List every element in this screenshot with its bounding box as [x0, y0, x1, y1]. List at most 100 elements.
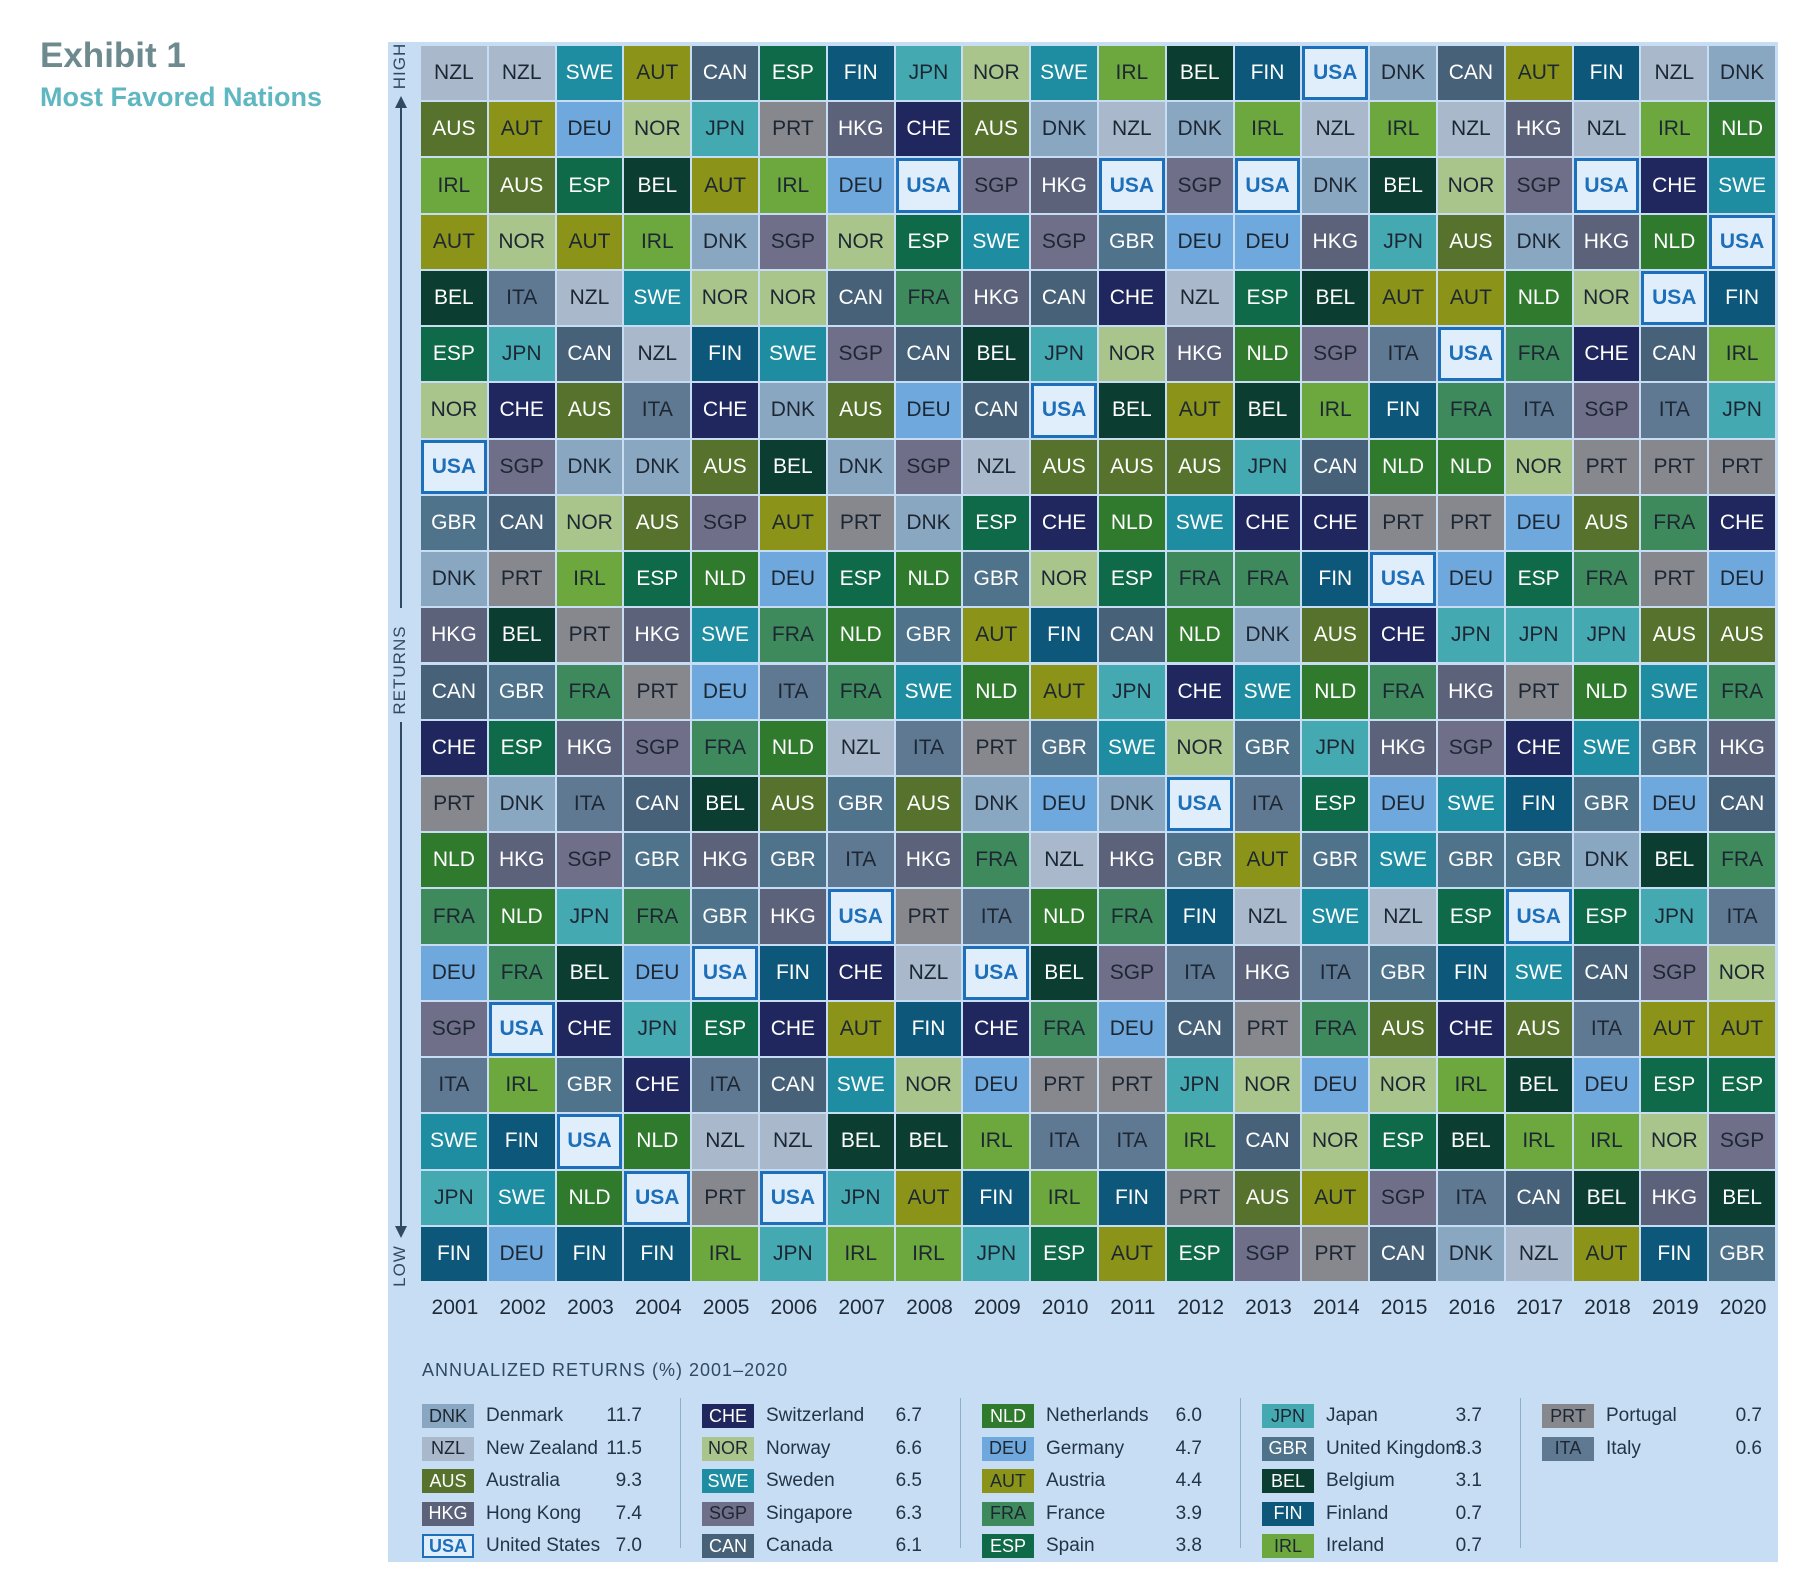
legend-item-nor: NOR Norway 6.6: [702, 1436, 1032, 1461]
rank-cell-2004-10: ESP: [624, 552, 693, 609]
legend-swatch: BEL: [1262, 1469, 1314, 1493]
rank-cell-2003-4: AUT: [556, 214, 625, 271]
rank-cell-2007-22: IRL: [827, 1226, 896, 1283]
rank-cell-2008-22: IRL: [895, 1226, 964, 1283]
rank-cell-2004-21: USA: [624, 1170, 693, 1227]
legend-item-aut: AUT Austria 4.4: [982, 1469, 1312, 1493]
rank-cell-2015-5: AUT: [1370, 270, 1438, 328]
year-tick-2011: 2011: [1110, 1296, 1156, 1319]
rank-cell-2010-17: BEL: [1031, 945, 1099, 1002]
legend-return-value: 6.7: [895, 1405, 922, 1426]
rank-cell-2005-11: SWE: [692, 608, 760, 665]
legend-return-value: 11.7: [606, 1405, 642, 1426]
rank-cell-2018-1: FIN: [1573, 46, 1642, 103]
legend-return-value: 7.0: [615, 1535, 642, 1556]
rank-cell-2002-1: NZL: [488, 46, 557, 103]
rank-cell-2002-21: SWE: [488, 1170, 557, 1227]
rank-cell-2018-8: PRT: [1573, 439, 1642, 496]
legend-item-can: CAN Canada 6.1: [702, 1534, 1032, 1558]
rank-cell-2009-14: DNK: [963, 776, 1032, 834]
rank-cell-2020-11: AUS: [1709, 608, 1777, 665]
rank-cell-2005-7: CHE: [692, 383, 760, 440]
rank-cell-2011-17: SGP: [1099, 945, 1167, 1002]
rank-cell-2012-3: SGP: [1166, 158, 1235, 215]
rank-cell-2020-8: PRT: [1709, 439, 1777, 496]
rank-cell-2004-18: JPN: [624, 1001, 693, 1059]
rank-cell-2009-1: NOR: [963, 46, 1032, 103]
rank-cell-2015-14: DEU: [1370, 776, 1438, 834]
rank-cell-2013-12: SWE: [1234, 664, 1303, 721]
rank-cell-2006-17: FIN: [760, 945, 828, 1002]
rank-cell-2018-2: NZL: [1573, 102, 1642, 159]
rank-cell-2017-13: CHE: [1505, 720, 1574, 777]
rank-cell-2007-20: BEL: [827, 1114, 896, 1171]
rank-cell-2018-5: NOR: [1573, 270, 1642, 328]
rank-cell-2005-10: NLD: [692, 552, 760, 609]
rank-cell-2009-12: NLD: [963, 664, 1032, 721]
rank-cell-2020-2: NLD: [1709, 102, 1777, 159]
rank-cell-2017-17: SWE: [1505, 945, 1574, 1002]
rank-cell-2006-16: HKG: [760, 889, 828, 946]
rank-cell-2018-19: DEU: [1573, 1058, 1642, 1115]
rank-cell-2009-17: USA: [963, 945, 1032, 1002]
rank-cell-2003-6: CAN: [556, 327, 625, 384]
rank-cell-2003-15: SGP: [556, 833, 625, 890]
rank-cell-2010-15: NZL: [1031, 833, 1099, 890]
rank-cell-2005-15: HKG: [692, 833, 760, 890]
rank-cell-2002-9: CAN: [488, 495, 557, 553]
year-tick-2018: 2018: [1584, 1296, 1631, 1319]
y-axis-up-arrow: [395, 96, 407, 108]
rank-cell-2001-16: FRA: [421, 889, 489, 946]
year-tick-2015: 2015: [1380, 1296, 1428, 1319]
rank-cell-2011-22: AUT: [1099, 1226, 1167, 1283]
rank-cell-2005-19: ITA: [692, 1058, 760, 1115]
legend-swatch: HKG: [422, 1501, 474, 1526]
rank-cell-2016-14: SWE: [1438, 776, 1506, 834]
rank-cell-2001-20: SWE: [421, 1114, 489, 1171]
legend-column-divider: [960, 1398, 961, 1548]
rank-cell-2006-5: NOR: [760, 270, 828, 328]
legend-country-name: Hong Kong: [486, 1502, 582, 1524]
rank-cell-2003-5: NZL: [556, 270, 625, 328]
rank-cell-2016-16: ESP: [1438, 889, 1506, 946]
rank-cell-2008-13: ITA: [895, 720, 964, 777]
rank-cell-2008-19: NOR: [895, 1058, 964, 1115]
rank-cell-2013-3: USA: [1234, 158, 1303, 215]
rank-cell-2008-12: SWE: [895, 664, 964, 721]
y-axis-lower-line: [400, 722, 402, 1228]
legend-country-name: Sweden: [766, 1470, 835, 1491]
y-axis-upper-line: [400, 106, 402, 608]
rank-cell-2014-2: NZL: [1302, 102, 1371, 159]
rank-cell-2020-5: FIN: [1709, 270, 1777, 328]
rank-cell-2005-6: FIN: [692, 327, 760, 384]
rank-cell-2014-19: DEU: [1302, 1058, 1371, 1115]
rank-cell-2011-20: ITA: [1099, 1114, 1167, 1171]
rank-cell-2015-8: NLD: [1370, 439, 1438, 496]
rank-cell-2010-18: FRA: [1031, 1001, 1099, 1059]
rank-cell-2007-11: NLD: [827, 608, 896, 665]
rank-cell-2014-14: ESP: [1302, 776, 1371, 834]
legend-item-hkg: HKG Hong Kong 7.4: [422, 1501, 752, 1526]
rank-cell-2004-4: IRL: [624, 214, 693, 271]
rank-cell-2008-4: ESP: [895, 214, 964, 271]
rank-cell-2010-12: AUT: [1031, 664, 1099, 721]
rank-cell-2004-2: NOR: [624, 102, 693, 159]
rank-cell-2007-19: SWE: [827, 1058, 896, 1115]
rank-cell-2015-16: NZL: [1370, 889, 1438, 946]
rank-cell-2020-7: JPN: [1709, 383, 1777, 440]
rank-cell-2009-4: SWE: [963, 214, 1032, 271]
rank-cell-2002-22: DEU: [488, 1226, 557, 1283]
rank-cell-2019-19: ESP: [1641, 1058, 1710, 1115]
rank-cell-2015-1: DNK: [1370, 46, 1438, 103]
rank-cell-2005-17: USA: [692, 945, 760, 1002]
rank-cell-2008-8: SGP: [895, 439, 964, 496]
rank-cell-2016-12: HKG: [1438, 664, 1506, 721]
rank-cell-2020-9: CHE: [1709, 495, 1777, 553]
rank-cell-2001-10: DNK: [421, 552, 489, 609]
rank-cell-2006-18: CHE: [760, 1001, 828, 1059]
rank-cell-2012-10: FRA: [1166, 552, 1235, 609]
rank-cell-2017-7: ITA: [1505, 383, 1574, 440]
rank-cell-2019-20: NOR: [1641, 1114, 1710, 1171]
rank-cell-2014-11: AUS: [1302, 608, 1371, 665]
rank-cell-2009-15: FRA: [963, 833, 1032, 890]
